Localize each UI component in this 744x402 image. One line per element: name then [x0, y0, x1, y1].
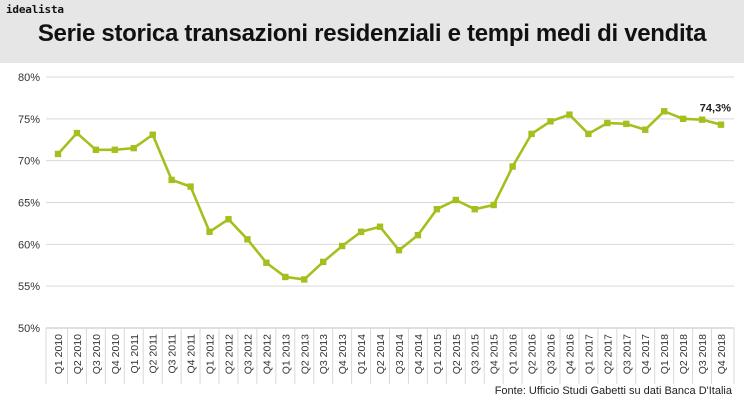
data-point	[679, 115, 687, 123]
x-tick-label: Q2 2012	[223, 334, 235, 374]
x-tick-label: Q4 2011	[186, 334, 198, 374]
x-tick-label: Q1 2011	[129, 334, 141, 374]
source-note: Fonte: Ufficio Studi Gabetti su dati Ban…	[494, 385, 732, 397]
x-tick-label: Q4 2018	[716, 334, 728, 374]
data-point	[566, 111, 573, 118]
y-tick-label: 75%	[18, 114, 40, 126]
y-tick-label: 70%	[18, 156, 40, 168]
data-point	[452, 196, 459, 204]
y-tick-label: 80%	[18, 72, 40, 84]
data-point	[471, 205, 478, 213]
data-point	[263, 259, 270, 266]
x-tick-label: Q1 2013	[280, 334, 292, 374]
data-point	[623, 120, 630, 128]
series-line	[57, 109, 722, 281]
data-point	[528, 130, 535, 138]
x-tick-label: Q4 2012	[261, 334, 273, 374]
data-point	[187, 183, 194, 190]
x-tick-label: Q2 2016	[527, 334, 539, 374]
x-axis-tick-labels: Q1 2010 Q2 2010 Q3 2010 Q4 2010 Q1 2011 Q2 20…	[53, 334, 728, 374]
data-point	[660, 108, 668, 115]
x-tick-label: Q1 2015	[432, 334, 444, 374]
x-tick-label: Q1 2010	[53, 334, 65, 374]
data-point	[395, 246, 403, 254]
data-point	[717, 121, 725, 128]
data-point	[698, 116, 706, 123]
data-point	[54, 150, 62, 158]
x-tick-label: Q3 2013	[318, 334, 330, 374]
x-tick-label: Q3 2014	[394, 334, 406, 374]
data-point	[130, 144, 137, 152]
data-point	[282, 273, 289, 281]
data-point	[376, 223, 384, 230]
data-point	[509, 163, 516, 170]
data-point	[168, 176, 175, 184]
x-tick-label: Q1 2012	[205, 334, 217, 374]
data-label-last: 74,3%	[700, 103, 731, 115]
x-tick-label: Q4 2014	[413, 334, 425, 374]
x-tick-label: Q3 2015	[470, 334, 482, 374]
data-point	[320, 258, 327, 266]
y-tick-label: 55%	[18, 281, 40, 293]
x-tick-label: Q3 2016	[546, 334, 558, 374]
series-layer	[54, 108, 725, 283]
chart-grid	[45, 76, 735, 384]
x-tick-label: Q1 2016	[508, 334, 520, 374]
y-tick-label: 60%	[18, 239, 40, 251]
data-point	[604, 119, 611, 127]
x-tick-label: Q2 2013	[299, 334, 311, 374]
x-tick-label: Q2 2018	[678, 334, 690, 374]
data-point	[642, 126, 649, 133]
page-title: Serie storica transazioni residenziali e…	[37, 20, 707, 47]
y-tick-label: 65%	[18, 198, 40, 210]
data-point	[433, 205, 441, 213]
x-tick-label: Q3 2010	[91, 334, 103, 374]
data-point	[490, 201, 497, 209]
data-point	[73, 129, 81, 137]
data-point	[301, 276, 308, 283]
x-tick-label: Q2 2015	[451, 334, 463, 374]
x-tick-label: Q3 2018	[697, 334, 709, 374]
x-tick-label: Q1 2014	[356, 334, 368, 374]
x-tick-label: Q3 2011	[167, 334, 179, 374]
x-tick-label: Q4 2013	[337, 334, 349, 374]
brand-logo: idealista	[6, 3, 64, 16]
data-point	[149, 131, 156, 138]
data-point	[244, 236, 251, 243]
data-point	[414, 231, 422, 239]
x-tick-label: Q3 2012	[242, 334, 254, 374]
x-tick-label: Q3 2017	[621, 334, 633, 374]
data-point	[206, 228, 213, 235]
x-tick-label: Q4 2010	[110, 334, 122, 374]
data-point	[225, 216, 232, 223]
x-tick-label: Q2 2011	[148, 334, 160, 374]
x-tick-label: Q2 2014	[375, 334, 387, 374]
data-point	[547, 118, 554, 125]
data-point	[92, 146, 100, 153]
y-axis-tick-labels: 50% 55% 60% 65% 70% 75% 80%	[18, 72, 40, 335]
y-tick-label: 50%	[18, 323, 40, 335]
x-tick-label: Q4 2015	[489, 334, 501, 374]
x-tick-label: Q4 2017	[640, 334, 652, 374]
x-tick-label: Q2 2017	[602, 334, 614, 374]
x-tick-label: Q1 2018	[659, 334, 671, 374]
line-chart: 50% 55% 60% 65% 70% 75% 80% Q1 2010 Q2 2010 Q3 2…	[18, 72, 735, 384]
x-tick-label: Q1 2017	[583, 334, 595, 374]
x-tick-label: Q2 2010	[72, 334, 84, 374]
annotation-layer: 74,3%	[700, 103, 731, 115]
data-point	[338, 242, 346, 250]
header-bar: idealista Serie storica transazioni resi…	[0, 0, 744, 63]
data-point	[111, 146, 119, 153]
data-point	[585, 130, 592, 138]
data-point	[357, 228, 365, 235]
x-tick-label: Q4 2016	[564, 334, 576, 374]
